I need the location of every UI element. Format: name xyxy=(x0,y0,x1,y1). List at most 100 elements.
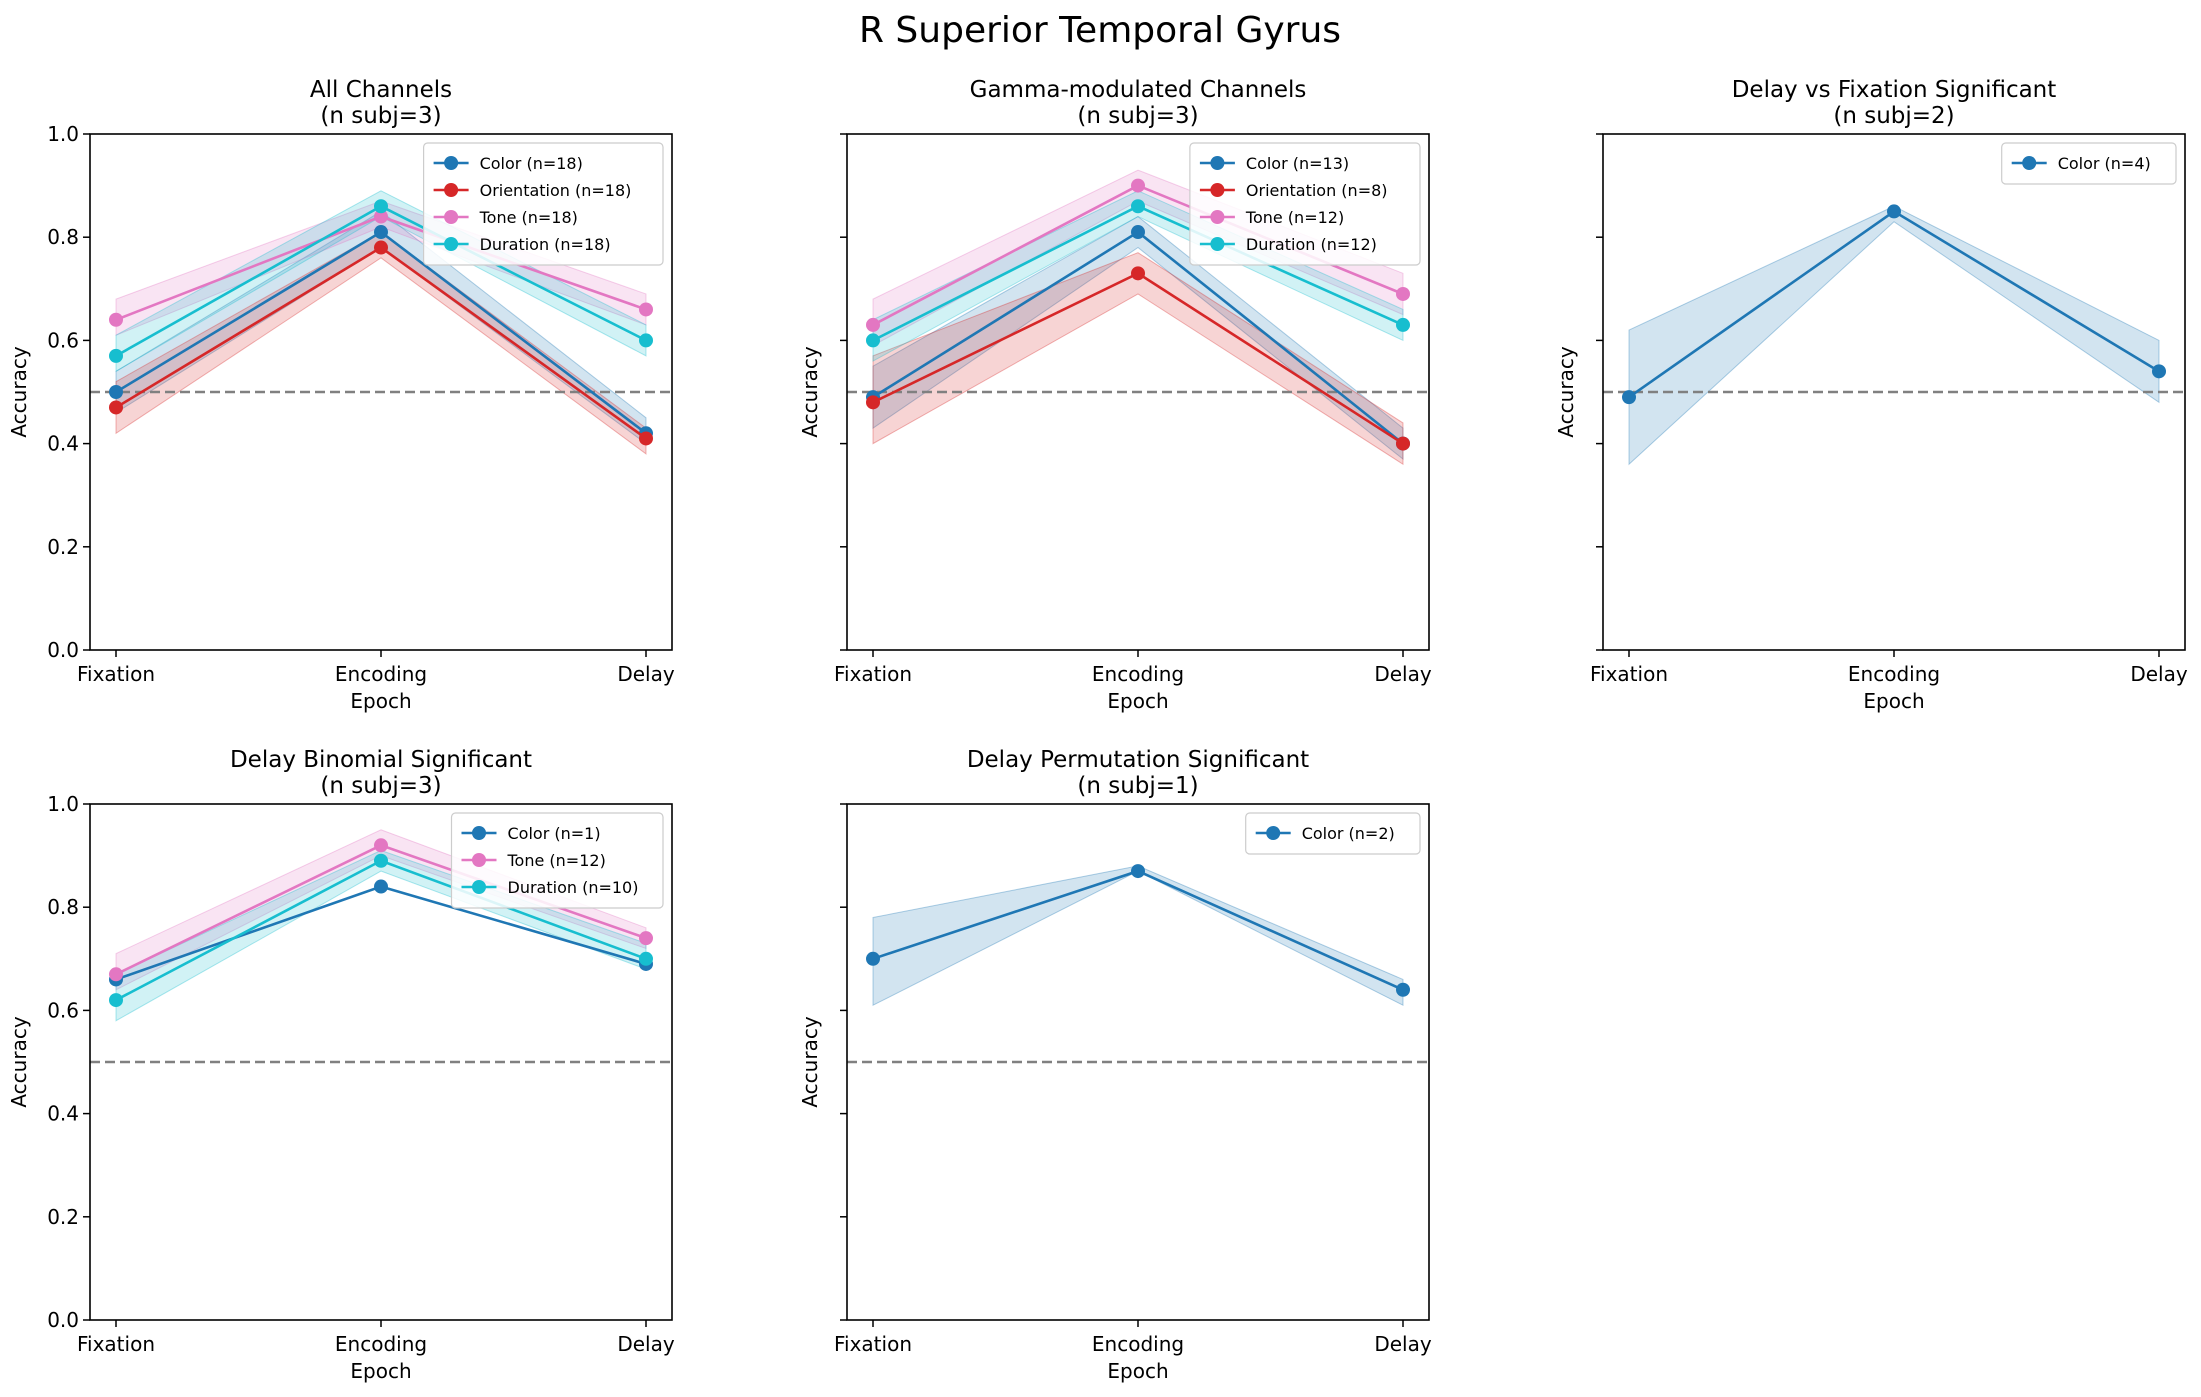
x-axis-label: Epoch xyxy=(350,689,411,713)
data-point xyxy=(1396,286,1410,301)
plot-title: Delay vs Fixation Significant xyxy=(1732,77,2057,103)
plot-subtitle: (n subj=3) xyxy=(320,773,441,799)
legend-swatch-marker xyxy=(444,156,459,170)
data-point xyxy=(1396,982,1410,997)
data-point xyxy=(866,317,880,332)
subplot-1: All Channels(n subj=3) 0.0 0.2 0.4 0.6 0.8 1.0… xyxy=(7,77,675,713)
y-tick-label: 0.8 xyxy=(47,225,79,249)
legend-label: Orientation (n=18) xyxy=(480,181,632,200)
data-point xyxy=(1396,317,1410,332)
legend-swatch-marker xyxy=(1210,210,1225,224)
legend-swatch-marker xyxy=(444,183,459,197)
plot-area xyxy=(90,190,672,455)
plot-subtitle: (n subj=1) xyxy=(1077,773,1198,799)
x-tick-label: Encoding xyxy=(1092,662,1184,686)
legend: Color (n=1) Tone (n=12) Duration (n=10) xyxy=(450,812,664,909)
data-point xyxy=(866,951,880,966)
data-point xyxy=(109,993,123,1008)
legend-label: Orientation (n=8) xyxy=(1246,181,1388,200)
x-axis-label: Epoch xyxy=(1107,1359,1168,1383)
error-band xyxy=(872,252,1404,466)
legend-swatch-marker xyxy=(444,210,459,224)
x-tick-label: Delay xyxy=(617,662,675,686)
data-point xyxy=(639,951,653,966)
legend-box xyxy=(450,812,664,909)
y-axis-label: Accuracy xyxy=(1554,346,1578,437)
legend-box xyxy=(2001,142,2177,185)
data-point xyxy=(109,400,123,415)
y-axis-label: Accuracy xyxy=(798,346,822,437)
data-point xyxy=(1131,266,1145,281)
plot-subtitle: (n subj=3) xyxy=(320,103,441,129)
legend: Color (n=2) xyxy=(1245,812,1421,855)
legend-label: Tone (n=18) xyxy=(479,208,578,227)
data-point xyxy=(109,312,123,327)
x-tick-label: Delay xyxy=(617,1332,675,1356)
x-tick-label: Fixation xyxy=(834,1332,912,1356)
legend-label: Color (n=1) xyxy=(508,824,601,843)
legend-swatch-marker xyxy=(1210,156,1225,170)
data-point xyxy=(374,199,388,214)
legend-swatch-marker xyxy=(472,880,486,894)
data-point xyxy=(109,385,123,399)
legend-swatch-marker xyxy=(1266,826,1281,840)
legend-label: Duration (n=12) xyxy=(1246,235,1377,254)
error-band xyxy=(872,215,1404,461)
axes-frame xyxy=(846,133,1430,651)
y-tick-label: 0.0 xyxy=(47,1308,79,1332)
x-axis-label: Epoch xyxy=(1863,689,1924,713)
data-point xyxy=(866,395,880,410)
legend-swatch-marker xyxy=(1210,183,1225,197)
legend-label: Duration (n=10) xyxy=(508,878,639,897)
data-point xyxy=(1887,204,1901,219)
y-tick-label: 0.6 xyxy=(47,998,79,1022)
legend: Color (n=4) xyxy=(2001,142,2177,185)
data-point xyxy=(1131,199,1145,214)
subplot-5: Delay Permutation Significant(n subj=1) F… xyxy=(798,747,1432,1383)
plot-title: All Channels xyxy=(310,77,452,103)
x-tick-label: Encoding xyxy=(335,662,427,686)
data-point xyxy=(374,838,388,853)
x-tick-label: Fixation xyxy=(77,662,155,686)
data-point xyxy=(1396,436,1410,451)
legend-label: Duration (n=18) xyxy=(480,235,611,254)
x-axis-label: Epoch xyxy=(350,1359,411,1383)
legend: Color (n=18) Orientation (n=18) Tone (n=18… xyxy=(423,142,664,266)
legend: Color (n=13) Orientation (n=8) Tone (n=12)… xyxy=(1189,142,1421,266)
data-point xyxy=(1131,225,1145,240)
subplot-2: Gamma-modulated Channels(n subj=3) Fixati… xyxy=(798,77,1432,713)
error-band xyxy=(872,865,1404,1007)
axes-frame xyxy=(89,803,673,1321)
legend-swatch-marker xyxy=(1210,237,1225,251)
data-point xyxy=(374,240,388,255)
data-point xyxy=(374,853,388,868)
y-axis-label: Accuracy xyxy=(7,346,31,437)
error-band xyxy=(115,190,647,373)
x-tick-label: Encoding xyxy=(335,1332,427,1356)
legend-label: Color (n=4) xyxy=(2058,154,2151,173)
axes-frame xyxy=(89,133,673,651)
data-point xyxy=(639,931,653,946)
figure-title: R Superior Temporal Gyrus xyxy=(859,10,1341,51)
plot-area xyxy=(1603,204,2185,466)
error-band xyxy=(1628,205,2160,466)
axes-frame xyxy=(846,803,1430,1321)
legend-swatch-marker xyxy=(472,853,486,867)
legend-label: Color (n=13) xyxy=(1246,154,1349,173)
data-point xyxy=(639,302,653,317)
x-tick-label: Encoding xyxy=(1848,662,1940,686)
plot-title: Gamma-modulated Channels xyxy=(970,77,1307,103)
legend-swatch-marker xyxy=(472,826,486,840)
y-tick-label: 0.4 xyxy=(47,1102,79,1126)
y-tick-label: 0.4 xyxy=(47,432,79,456)
legend-label: Color (n=18) xyxy=(480,154,583,173)
plot-title: Delay Binomial Significant xyxy=(230,747,532,773)
plot-area xyxy=(90,829,672,1064)
subplots: All Channels(n subj=3)0.00.20.40.60.81.0… xyxy=(7,77,2188,1383)
legend-label: Tone (n=12) xyxy=(507,851,606,870)
y-tick-label: 0.2 xyxy=(47,1205,79,1229)
data-point xyxy=(374,879,388,894)
data-point xyxy=(109,348,123,363)
legend-swatch-marker xyxy=(2022,156,2037,170)
